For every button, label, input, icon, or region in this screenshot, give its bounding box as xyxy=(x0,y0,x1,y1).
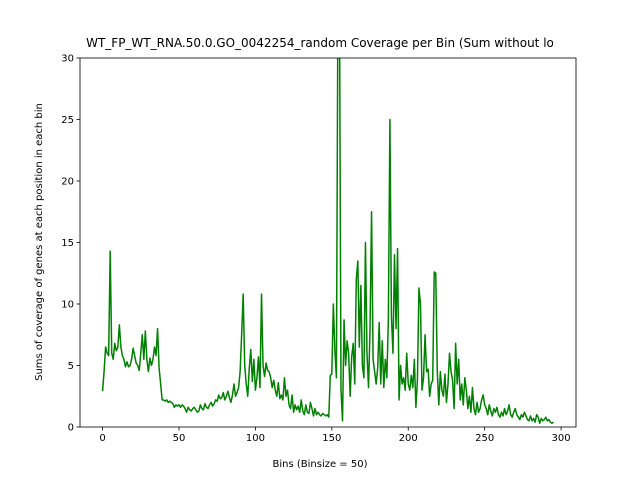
y-tick-label: 0 xyxy=(68,423,74,434)
x-tick-label: 200 xyxy=(399,433,418,444)
y-tick-label: 30 xyxy=(61,54,74,65)
x-axis-label: Bins (Binsize = 50) xyxy=(273,459,368,470)
plot-area xyxy=(101,58,554,425)
y-tick-label: 25 xyxy=(61,115,74,126)
x-tick-label: 50 xyxy=(173,433,186,444)
x-tick-label: 300 xyxy=(552,433,571,444)
x-tick-label: 0 xyxy=(99,433,105,444)
data-line xyxy=(101,58,554,425)
axes-frame xyxy=(79,57,577,428)
y-axis-label: Sums of coverage of genes at each positi… xyxy=(34,103,45,381)
y-tick-label: 10 xyxy=(61,300,74,311)
x-tick-label: 150 xyxy=(322,433,341,444)
x-tick-label: 100 xyxy=(246,433,265,444)
y-tick-label: 20 xyxy=(61,177,74,188)
y-tick-label: 15 xyxy=(61,238,74,249)
chart-title: WT_FP_WT_RNA.50.0.GO_0042254_random Cove… xyxy=(86,36,554,50)
y-tick-label: 5 xyxy=(68,361,74,372)
x-tick-label: 250 xyxy=(475,433,494,444)
